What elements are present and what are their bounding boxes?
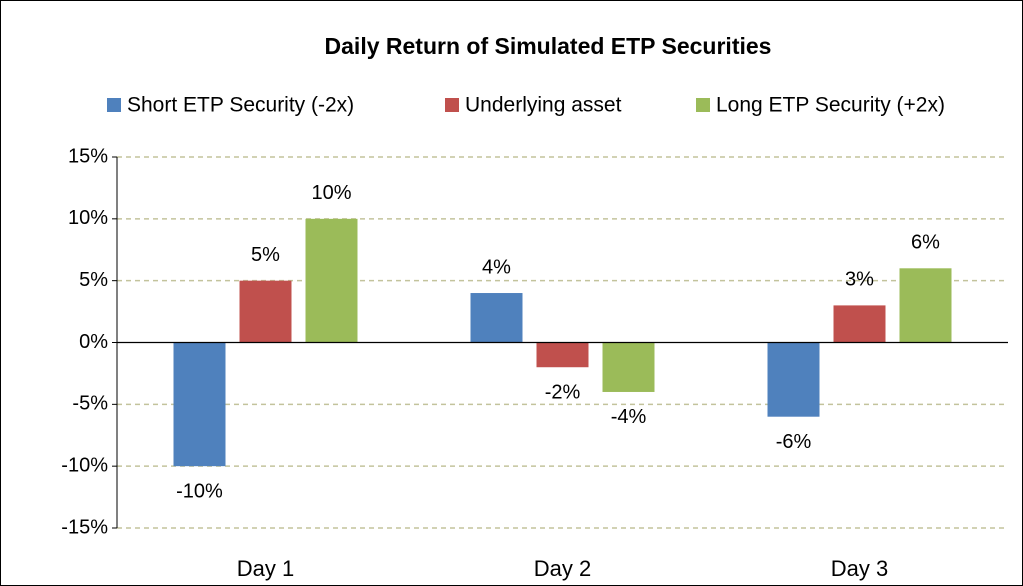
legend-swatch <box>445 98 459 112</box>
bar <box>899 268 952 343</box>
y-tick-label: -15% <box>61 516 108 538</box>
value-label: 5% <box>251 244 280 266</box>
bar <box>239 280 292 343</box>
bar <box>767 342 820 417</box>
chart-title: Daily Return of Simulated ETP Securities <box>325 33 772 59</box>
y-tick-label: 10% <box>68 207 108 229</box>
legend-label: Underlying asset <box>465 94 622 117</box>
y-tick-label: -5% <box>72 393 108 415</box>
x-tick-label: Day 2 <box>534 556 591 581</box>
y-tick-label: -10% <box>61 454 108 476</box>
legend-label: Short ETP Security (-2x) <box>127 94 354 117</box>
bar <box>470 293 523 343</box>
y-tick-label: 0% <box>79 331 108 353</box>
value-label: -10% <box>176 480 223 502</box>
legend-label: Long ETP Security (+2x) <box>716 94 945 117</box>
bar <box>602 342 655 392</box>
value-label: -2% <box>545 382 581 404</box>
bar <box>173 342 226 467</box>
value-label: 4% <box>482 256 511 278</box>
y-tick-label: 15% <box>68 145 108 167</box>
bar <box>536 342 589 368</box>
value-label: -4% <box>611 406 647 428</box>
value-label: 3% <box>845 269 874 291</box>
value-label: 6% <box>911 232 940 254</box>
value-label: 10% <box>311 182 351 204</box>
y-tick-label: 5% <box>79 269 108 291</box>
x-tick-label: Day 1 <box>237 556 294 581</box>
bar <box>305 218 358 343</box>
legend-swatch <box>696 98 710 112</box>
x-tick-label: Day 3 <box>831 556 888 581</box>
bar <box>833 305 886 343</box>
legend-swatch <box>107 98 121 112</box>
value-label: -6% <box>776 431 812 453</box>
